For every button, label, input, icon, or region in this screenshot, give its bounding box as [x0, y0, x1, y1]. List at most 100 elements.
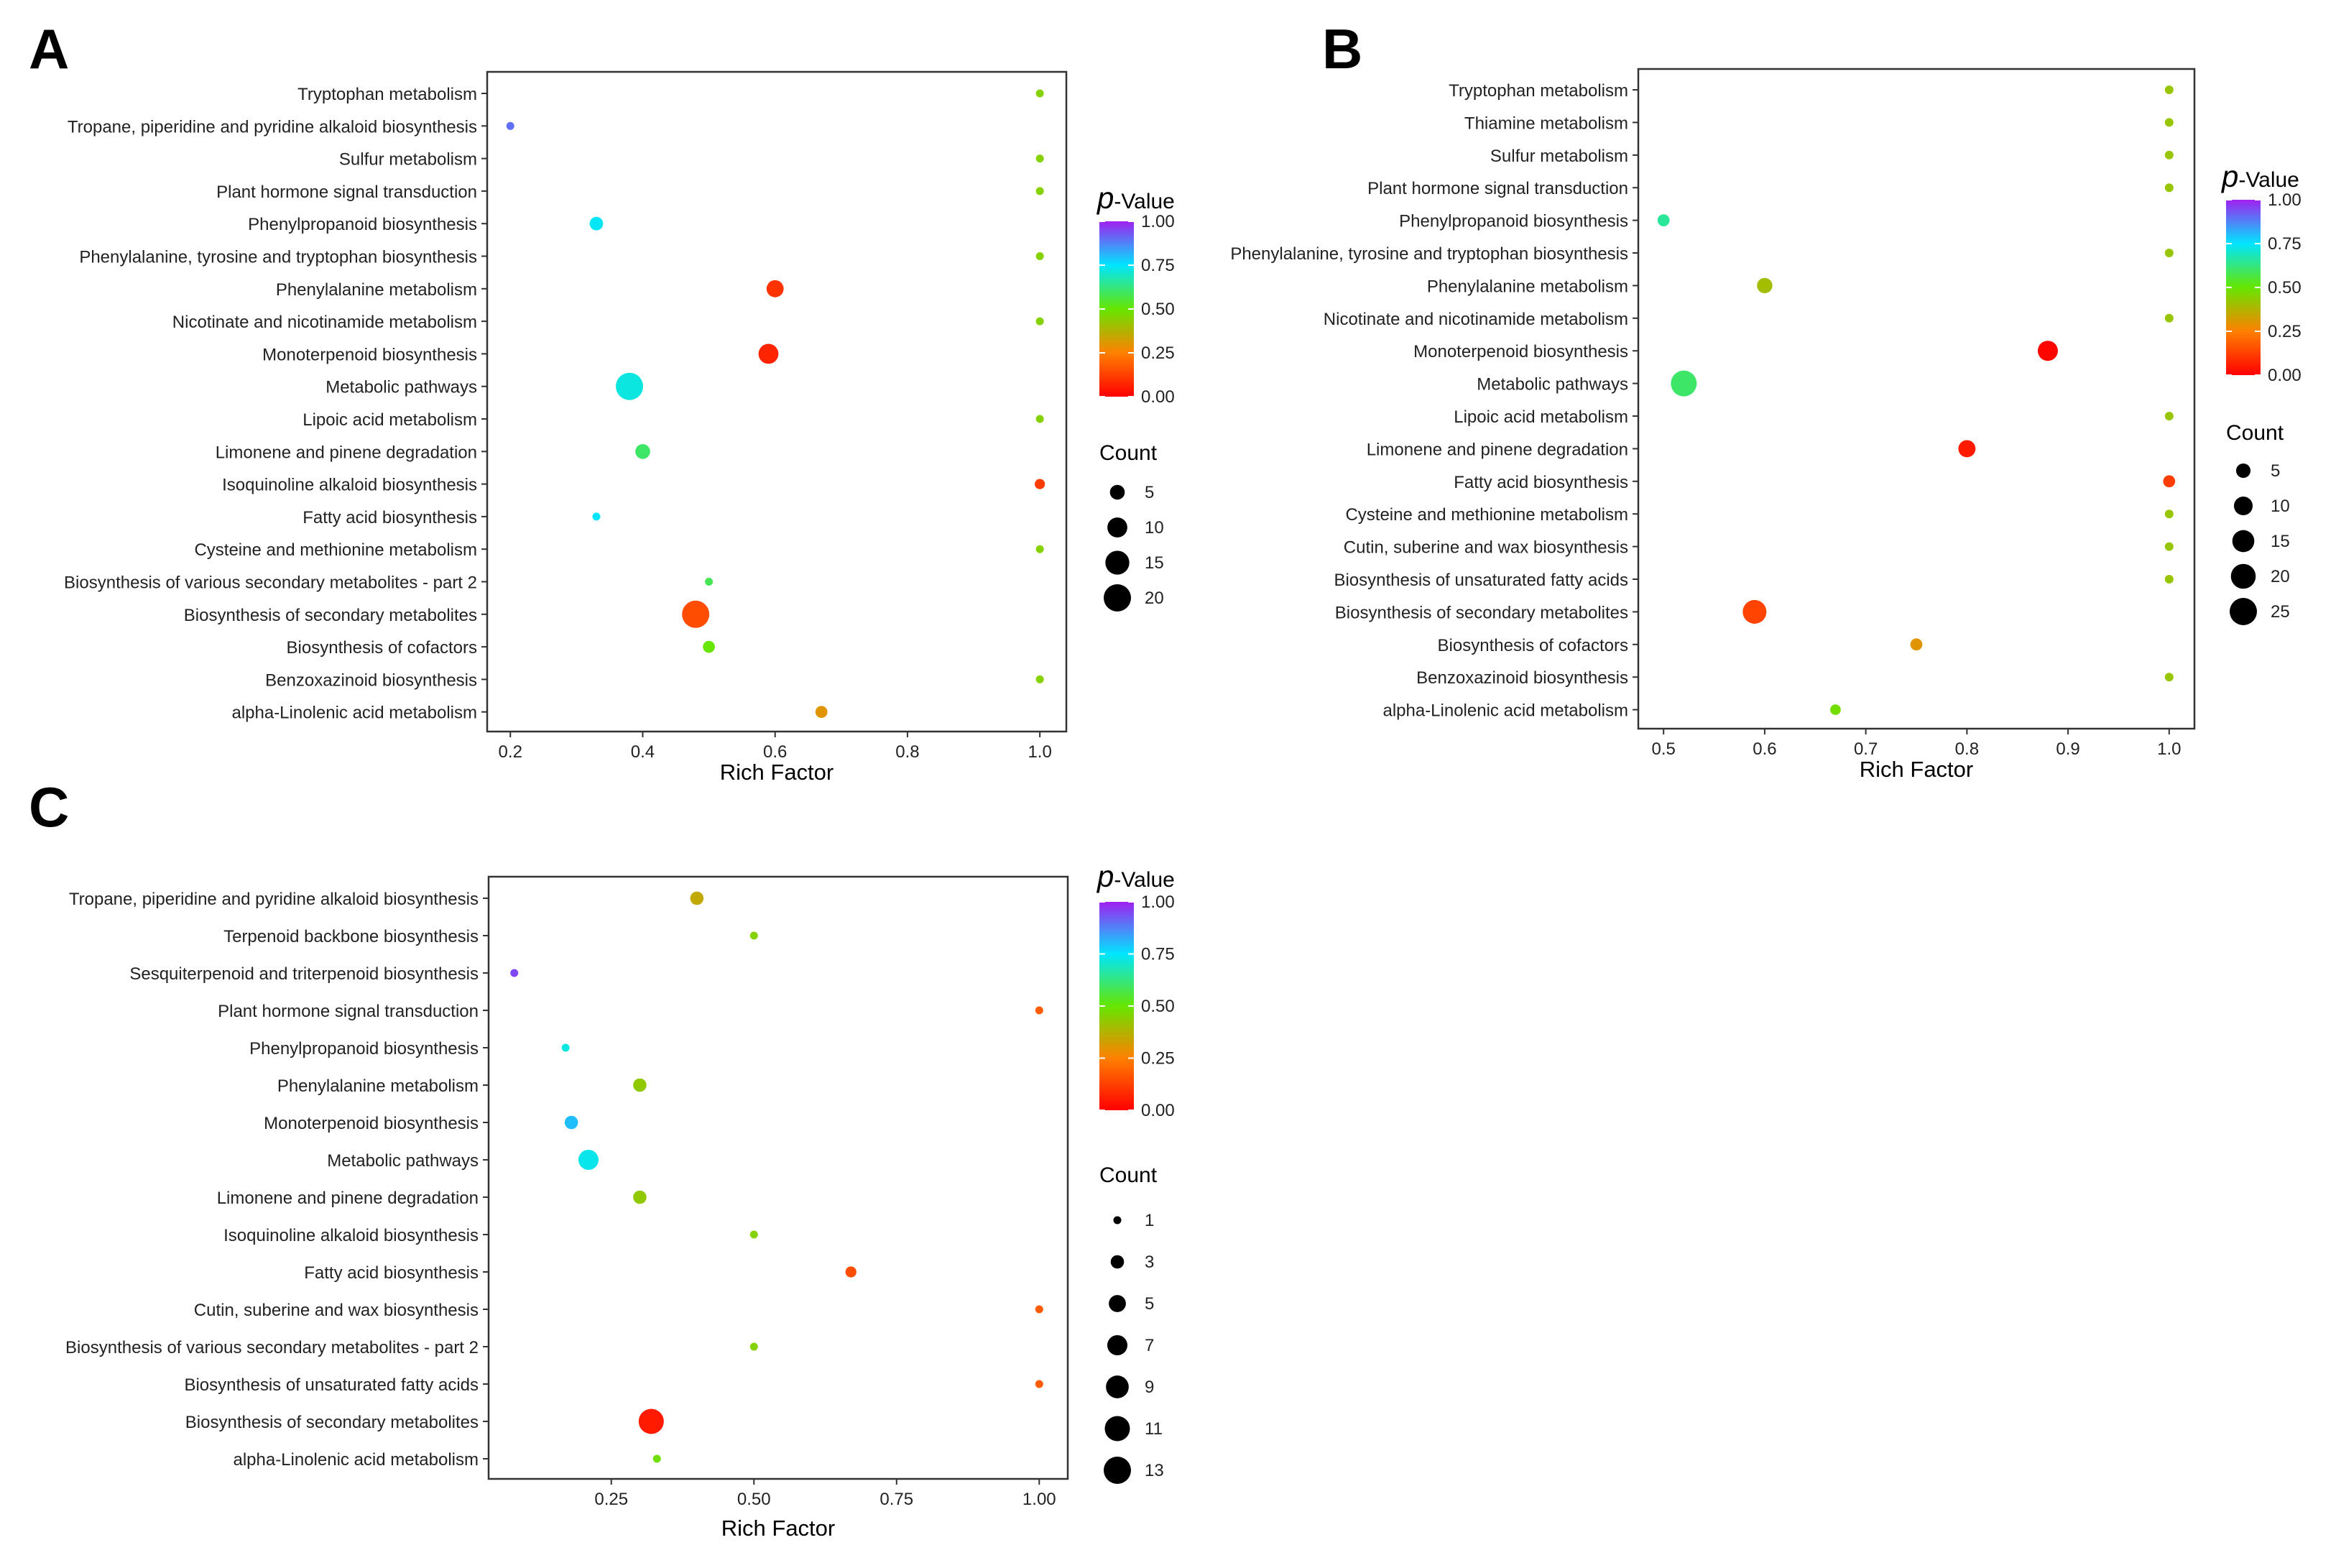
- data-point: [616, 372, 644, 400]
- category-label: Isoquinoline alkaloid biosynthesis: [223, 1226, 479, 1245]
- category-label: Phenylalanine metabolism: [277, 1076, 479, 1096]
- count-legend-dot: [1107, 517, 1127, 538]
- data-point: [2164, 575, 2174, 584]
- panel-b: B Tryptophan metabolism Thiamine metaboli…: [1230, 17, 2301, 782]
- count-legend-label: 9: [1145, 1378, 1154, 1397]
- data-point: [2164, 183, 2174, 193]
- category-label: Biosynthesis of secondary metabolites: [185, 1413, 479, 1432]
- x-tick-label: 0.4: [631, 742, 655, 762]
- pvalue-suffix-c: -Value: [1114, 868, 1175, 892]
- category-label: Tropane, piperidine and pyridine alkaloi…: [68, 117, 477, 137]
- data-point: [2164, 313, 2174, 323]
- category-label: Metabolic pathways: [327, 1151, 479, 1171]
- count-legend-label: 1: [1145, 1211, 1154, 1230]
- count-legend-dot: [1104, 1457, 1131, 1484]
- category-labels-c: Tropane, piperidine and pyridine alkaloi…: [65, 890, 489, 1470]
- data-point: [2164, 509, 2174, 519]
- category-labels-a: Tryptophan metabolism Tropane, piperidine…: [64, 85, 487, 723]
- count-legend-label: 20: [1145, 589, 1164, 608]
- panel-c: C Tropane, piperidine and pyridine alkal…: [29, 775, 1175, 1541]
- colorbar-ticks-c: 1.00 0.75 0.50 0.25 0.00: [1099, 893, 1175, 1120]
- count-legend-title-b: Count: [2226, 421, 2284, 445]
- count-legend-dot: [1109, 1295, 1126, 1312]
- count-legend-label: 25: [2271, 602, 2290, 622]
- colorbar-tick-label: 0.75: [2268, 234, 2302, 254]
- count-legend-dot: [1107, 1334, 1128, 1356]
- count-legend-label: 7: [1145, 1336, 1154, 1355]
- data-point: [1671, 370, 1697, 397]
- x-tick-label: 1.00: [1022, 1490, 1056, 1509]
- x-tick-label: 0.7: [1854, 739, 1878, 759]
- colorbar-tick-label: 0.00: [1141, 387, 1175, 407]
- category-label: Lipoic acid metabolism: [303, 410, 477, 430]
- data-point: [758, 343, 779, 364]
- category-label: Metabolic pathways: [326, 378, 477, 397]
- data-point: [2164, 412, 2174, 420]
- count-legend-b: Count 5 10 15 20 25: [2226, 421, 2290, 625]
- colorbar-tick-label: 0.25: [1141, 1049, 1175, 1069]
- category-label: Fatty acid biosynthesis: [304, 1263, 479, 1283]
- count-legend-label: 13: [1145, 1461, 1164, 1480]
- x-tick-label: 0.25: [594, 1490, 628, 1509]
- data-point: [749, 931, 758, 940]
- category-labels-b: Tryptophan metabolism Thiamine metabolism…: [1230, 81, 1638, 721]
- category-label: Phenylalanine metabolism: [1427, 277, 1628, 296]
- colorbar-tick-label: 0.00: [2268, 366, 2302, 385]
- pvalue-symbol-c: p: [1096, 859, 1114, 893]
- category-label: Biosynthesis of cofactors: [287, 638, 477, 658]
- colorbar-tick-label: 0.50: [1141, 997, 1175, 1016]
- pvalue-suffix-b: -Value: [2238, 168, 2299, 192]
- category-label: Cutin, suberine and wax biosynthesis: [1344, 538, 1628, 558]
- count-legend-dot: [2230, 563, 2256, 589]
- x-axis-label-b: Rich Factor: [1860, 757, 1973, 782]
- x-axis-label-a: Rich Factor: [720, 760, 834, 785]
- x-tick-label: 0.8: [895, 742, 919, 762]
- colorbar-tick-label: 0.75: [1141, 945, 1175, 964]
- data-point: [561, 1043, 570, 1052]
- data-point: [2164, 86, 2174, 94]
- pvalue-symbol-a: p: [1096, 181, 1114, 215]
- data-point: [2037, 341, 2058, 361]
- category-label: Biosynthesis of secondary metabolites: [184, 606, 477, 625]
- x-ticks-c: 0.25 0.50 0.75 1.00: [594, 1479, 1056, 1509]
- category-label: alpha-Linolenic acid metabolism: [231, 704, 477, 723]
- pvalue-legend-title-c: p-Value: [1096, 859, 1175, 893]
- dots-b: [1657, 86, 2176, 715]
- data-point: [1035, 545, 1044, 553]
- category-label: Plant hormone signal transduction: [216, 183, 477, 202]
- category-label: Phenylalanine, tyrosine and tryptophan b…: [79, 248, 477, 267]
- x-tick-label: 0.6: [763, 742, 787, 762]
- count-legend-label: 5: [2271, 461, 2280, 481]
- category-label: Fatty acid biosynthesis: [303, 508, 477, 527]
- colorbar-tick-label: 0.50: [2268, 278, 2302, 298]
- category-label: Terpenoid backbone biosynthesis: [223, 927, 479, 946]
- data-point: [749, 1230, 758, 1239]
- pvalue-suffix-a: -Value: [1114, 190, 1175, 213]
- count-legend-dot: [1105, 550, 1130, 575]
- x-tick-label: 0.8: [1955, 739, 1979, 759]
- category-label: Limonene and pinene degradation: [217, 1189, 479, 1208]
- category-label: Benzoxazinoid biosynthesis: [265, 670, 477, 690]
- data-point: [1910, 638, 1923, 651]
- data-point: [2164, 150, 2174, 160]
- data-point: [578, 1149, 599, 1171]
- pvalue-legend-a: p-Value 1.00 0.75 0.50 0.25 0.00: [1096, 181, 1175, 407]
- category-label: Monoterpenoid biosynthesis: [262, 345, 477, 364]
- data-point: [635, 443, 650, 459]
- data-point: [705, 578, 714, 586]
- x-tick-label: 1.0: [2157, 739, 2181, 759]
- data-point: [1035, 479, 1045, 489]
- category-label: Sesquiterpenoid and triterpenoid biosynt…: [129, 964, 479, 984]
- count-legend-items-b: 5 10 15 20 25: [2230, 461, 2290, 625]
- count-legend-label: 10: [1145, 518, 1164, 538]
- data-point: [2164, 118, 2174, 127]
- data-point: [845, 1266, 857, 1278]
- data-point: [1035, 89, 1044, 98]
- x-tick-label: 0.75: [880, 1490, 913, 1509]
- count-legend-title-a: Count: [1099, 441, 1158, 465]
- data-point: [1958, 440, 1976, 458]
- category-label: Sulfur metabolism: [339, 150, 477, 170]
